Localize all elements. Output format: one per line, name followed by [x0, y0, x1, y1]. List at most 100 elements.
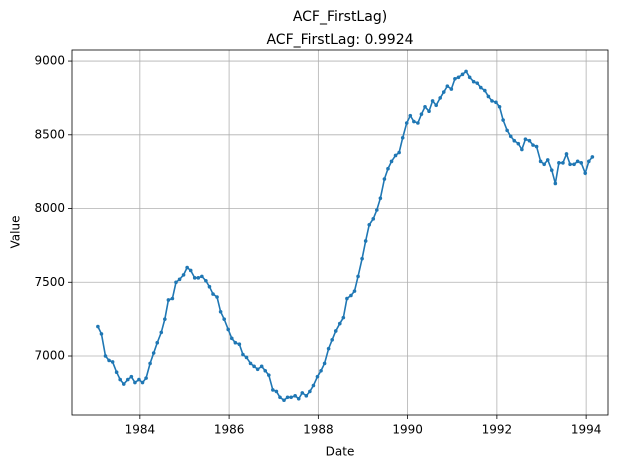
data-point — [501, 118, 505, 122]
data-point — [382, 177, 387, 181]
data-point — [110, 360, 115, 364]
data-point — [531, 143, 535, 147]
data-point — [516, 141, 521, 146]
data-point — [520, 147, 524, 152]
data-point — [441, 90, 446, 94]
data-point — [549, 168, 554, 172]
data-point — [464, 69, 468, 74]
y-tick-label: 8000 — [34, 201, 65, 215]
data-point — [445, 84, 450, 88]
x-tick-label: 1992 — [482, 423, 513, 437]
data-point — [333, 329, 338, 333]
data-point — [215, 295, 219, 299]
data-point — [471, 79, 476, 84]
data-point — [121, 382, 126, 386]
data-point — [341, 315, 346, 320]
data-point — [319, 368, 323, 373]
data-point — [438, 96, 442, 100]
data-point — [300, 391, 305, 395]
data-point — [99, 332, 104, 336]
data-point — [490, 99, 494, 103]
data-point — [356, 274, 360, 279]
data-point — [590, 155, 595, 159]
data-point — [479, 85, 483, 90]
y-tick-label: 7500 — [34, 275, 65, 289]
chart-title: ACF_FirstLag) — [293, 9, 387, 25]
y-tick-label: 7000 — [34, 349, 65, 363]
data-point — [118, 377, 122, 382]
data-point — [170, 296, 175, 301]
data-line — [97, 70, 594, 402]
data-point — [308, 389, 312, 394]
data-point — [397, 150, 401, 155]
data-point — [367, 222, 372, 227]
data-point — [233, 340, 238, 345]
data-point — [352, 289, 357, 293]
data-point — [404, 121, 409, 125]
data-point — [330, 337, 334, 342]
data-point — [494, 100, 498, 105]
data-point — [512, 138, 517, 143]
data-point — [155, 340, 160, 345]
data-point — [575, 159, 580, 164]
data-point — [508, 134, 513, 139]
data-point — [148, 361, 152, 366]
data-point — [434, 103, 438, 108]
y-axis-label: Value — [9, 216, 23, 249]
data-point — [505, 128, 509, 133]
data-point — [375, 208, 379, 212]
x-tick-label: 1986 — [214, 423, 245, 437]
data-point — [568, 162, 572, 167]
data-point — [200, 274, 204, 279]
data-point — [456, 75, 461, 80]
data-point — [427, 109, 431, 114]
data-point — [226, 327, 231, 332]
data-point — [449, 87, 454, 91]
data-point — [386, 166, 390, 171]
data-point — [252, 364, 256, 369]
data-point — [534, 144, 539, 149]
data-point — [460, 72, 465, 77]
data-point — [185, 265, 189, 270]
data-point — [587, 159, 591, 164]
data-point — [337, 321, 342, 326]
data-point — [133, 380, 137, 385]
x-tick-label: 1994 — [571, 423, 602, 437]
data-point — [267, 373, 271, 377]
data-point — [259, 364, 264, 369]
data-point — [114, 370, 119, 375]
data-point — [315, 374, 320, 379]
data-point — [140, 380, 145, 385]
data-point — [412, 119, 416, 124]
data-point — [393, 153, 398, 158]
data-point — [293, 394, 297, 398]
data-point — [151, 351, 156, 355]
data-point — [196, 276, 201, 280]
data-point — [271, 388, 275, 392]
data-point — [211, 292, 215, 296]
data-point — [204, 278, 208, 283]
data-point — [207, 284, 212, 289]
data-point — [107, 358, 111, 363]
data-point — [229, 336, 234, 341]
data-point — [96, 324, 100, 329]
x-axis-label: Date — [326, 445, 355, 459]
x-tick-label: 1984 — [125, 423, 156, 437]
data-point — [159, 330, 164, 335]
data-point — [564, 152, 569, 156]
data-point — [188, 268, 193, 273]
data-point — [523, 137, 528, 142]
data-point — [467, 75, 472, 80]
data-point — [103, 354, 108, 358]
data-point — [263, 368, 268, 373]
data-point — [345, 296, 349, 301]
data-point — [129, 374, 134, 379]
data-point — [285, 395, 290, 400]
data-point — [572, 162, 576, 167]
data-point — [296, 396, 301, 401]
plot-frame — [71, 49, 609, 416]
data-point — [137, 377, 141, 382]
data-point — [125, 377, 130, 382]
data-point — [557, 161, 561, 165]
